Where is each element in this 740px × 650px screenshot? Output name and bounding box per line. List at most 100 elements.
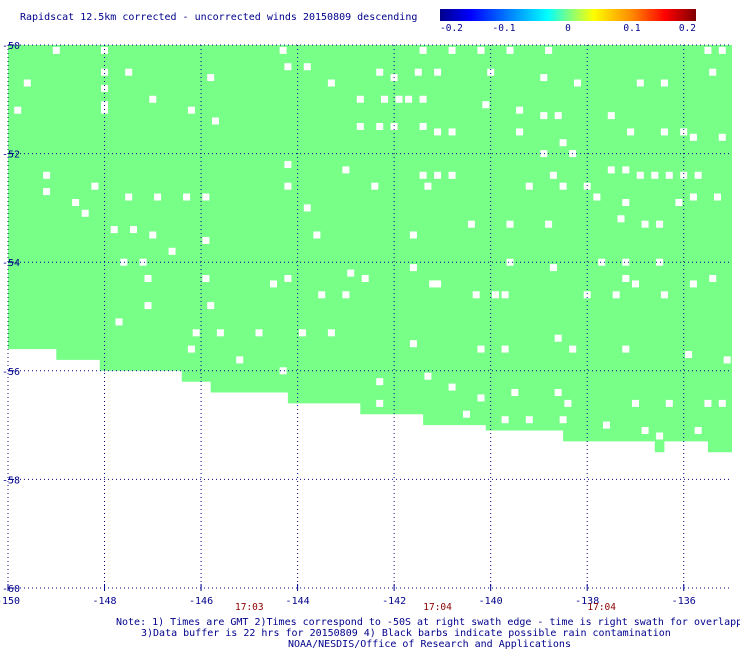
missing-cell [656, 220, 664, 228]
missing-cell [636, 79, 644, 87]
missing-cell [303, 63, 311, 71]
missing-cell [540, 74, 548, 82]
missing-cell [434, 171, 442, 179]
missing-cell [607, 166, 615, 174]
missing-cell [685, 351, 693, 358]
missing-cell [525, 416, 533, 424]
missing-cell [545, 220, 553, 228]
chart-title: Rapidscat 12.5km corrected - uncorrected… [20, 12, 417, 23]
missing-cell [477, 394, 485, 402]
missing-cell [656, 258, 664, 266]
missing-cell [434, 280, 442, 288]
x-tick-label: -142 [382, 596, 406, 607]
missing-cell [501, 416, 509, 424]
missing-cell [472, 291, 480, 299]
missing-cell [419, 95, 427, 103]
y-tick-label: -50 [2, 41, 20, 52]
missing-cell [617, 215, 625, 223]
missing-cell [361, 275, 369, 282]
y-tick-label: -60 [2, 584, 20, 595]
x-tick-label: -148 [92, 596, 116, 607]
missing-cell [313, 231, 321, 239]
missing-cell [636, 171, 644, 179]
x-tick-label: -136 [672, 596, 696, 607]
missing-cell [718, 399, 726, 407]
missing-cell [356, 123, 364, 130]
missing-cell [718, 46, 726, 54]
missing-cell [574, 79, 581, 87]
colorbar-tick-label: 0.2 [679, 23, 696, 34]
missing-cell [115, 318, 123, 326]
missing-cell [395, 95, 403, 103]
plot-area: -150-148-146-144-142-140-138-136 -50-52-… [0, 41, 740, 613]
missing-cell [419, 46, 427, 54]
x-tick-label: -144 [286, 596, 310, 607]
missing-cell [255, 329, 263, 337]
missing-cell [154, 193, 162, 201]
missing-cell [303, 204, 311, 212]
missing-cell [622, 199, 630, 206]
missing-cell [612, 291, 620, 299]
time-label: 17:04 [423, 602, 452, 613]
missing-cell [665, 399, 673, 407]
y-tick-label: -52 [2, 150, 20, 161]
missing-cell [492, 291, 499, 299]
colorbar-gradient [440, 9, 696, 21]
missing-cell [434, 68, 442, 76]
missing-cell [680, 128, 688, 136]
missing-cell [680, 171, 688, 179]
missing-cell [390, 123, 398, 130]
missing-cell [689, 280, 697, 288]
grid-lines [7, 44, 732, 589]
missing-cell [467, 220, 475, 228]
missing-cell [405, 95, 413, 103]
missing-cell [540, 150, 548, 158]
missing-cell [183, 193, 191, 201]
missing-cell [477, 46, 485, 54]
missing-cell [516, 128, 524, 136]
missing-cell [641, 427, 649, 434]
missing-cell [511, 389, 519, 396]
missing-cell [298, 329, 306, 337]
missing-cell [723, 356, 731, 364]
missing-cell [694, 427, 702, 434]
missing-cell [540, 112, 548, 120]
y-tick-label: -56 [2, 367, 20, 378]
missing-cell [501, 291, 509, 299]
missing-cell [641, 220, 649, 228]
colorbar-tick-label: 0 [565, 23, 571, 34]
missing-cell [202, 193, 210, 201]
missing-cell [448, 171, 456, 179]
missing-cell [144, 302, 152, 310]
x-tick-label: -138 [575, 596, 599, 607]
missing-data-cells [14, 46, 740, 440]
missing-cell [91, 182, 99, 190]
missing-cell [327, 79, 335, 87]
note-line-2: 3)Data buffer is 22 hrs for 20150809 4) … [141, 628, 671, 639]
missing-cell [554, 112, 562, 120]
y-axis-ticks: -50 -52 -54 -56 -58 -60 [2, 41, 20, 595]
colorbar: -0.2 -0.1 0 0.1 0.2 [440, 9, 696, 34]
missing-cell [284, 161, 292, 168]
missing-cell [516, 106, 524, 114]
missing-cell [149, 95, 157, 103]
missing-cell [651, 171, 659, 179]
missing-cell [212, 117, 219, 125]
missing-cell [448, 46, 456, 54]
missing-cell [660, 291, 668, 299]
missing-cell [72, 199, 80, 206]
x-tick-label: -150 [0, 596, 20, 607]
missing-cell [23, 79, 31, 87]
time-labels: 17:03 17:04 17:04 [235, 602, 616, 613]
missing-cell [559, 139, 567, 147]
missing-cell [665, 171, 673, 179]
missing-cell [187, 345, 195, 353]
missing-cell [207, 302, 215, 310]
missing-cell [549, 264, 557, 272]
missing-cell [207, 74, 215, 82]
missing-cell [43, 188, 51, 196]
missing-cell [424, 372, 432, 380]
missing-cell [656, 432, 664, 440]
missing-cell [598, 258, 606, 266]
missing-cell [192, 329, 200, 337]
